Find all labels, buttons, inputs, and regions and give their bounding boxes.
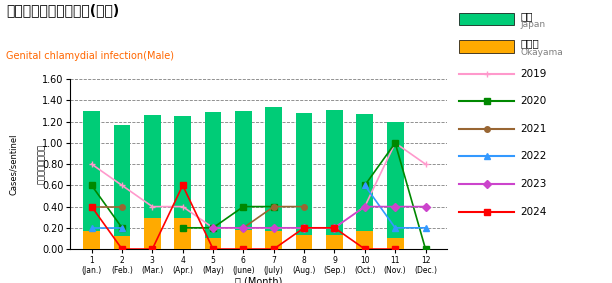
Text: Okayama: Okayama — [520, 48, 563, 57]
Bar — [204, 112, 222, 249]
Bar — [356, 231, 373, 249]
Text: 定点当たり新患数: 定点当たり新患数 — [37, 144, 46, 184]
Text: 2019: 2019 — [520, 69, 547, 79]
Bar — [114, 236, 130, 249]
Text: Japan: Japan — [520, 20, 545, 29]
Text: 全国: 全国 — [520, 11, 532, 21]
Bar — [326, 110, 343, 249]
Bar — [114, 125, 130, 249]
Bar — [174, 116, 191, 249]
X-axis label: 月 (Month): 月 (Month) — [235, 276, 282, 283]
Bar — [387, 238, 403, 249]
Text: 2022: 2022 — [520, 151, 547, 162]
Bar — [144, 218, 161, 249]
Bar — [356, 114, 373, 249]
Bar — [326, 235, 343, 249]
Bar — [144, 115, 161, 249]
Text: 2021: 2021 — [520, 124, 547, 134]
Bar — [296, 235, 313, 249]
Text: 2024: 2024 — [520, 207, 547, 216]
Text: 2020: 2020 — [520, 97, 547, 106]
Bar — [83, 111, 100, 249]
Bar — [459, 12, 514, 25]
Text: 性器クラミジア感染症(男性): 性器クラミジア感染症(男性) — [6, 3, 119, 17]
Bar — [387, 122, 403, 249]
Bar — [459, 40, 514, 53]
Text: Cases/sentinel: Cases/sentinel — [9, 133, 18, 195]
Bar — [174, 218, 191, 249]
Text: Genital chlamydial infection(Male): Genital chlamydial infection(Male) — [6, 51, 174, 61]
Bar — [296, 113, 313, 249]
Bar — [266, 231, 282, 249]
Bar — [83, 231, 100, 249]
Text: 2023: 2023 — [520, 179, 547, 189]
Text: 岡山県: 岡山県 — [520, 38, 539, 48]
Bar — [235, 230, 252, 249]
Bar — [204, 238, 222, 249]
Bar — [266, 107, 282, 249]
Bar — [235, 111, 252, 249]
